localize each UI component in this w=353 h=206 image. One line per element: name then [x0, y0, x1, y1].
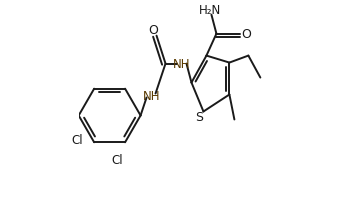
- Text: NH: NH: [173, 58, 190, 71]
- Text: O: O: [149, 24, 158, 37]
- Text: O: O: [241, 28, 251, 41]
- Text: NH: NH: [143, 90, 160, 103]
- Text: H₂N: H₂N: [199, 4, 222, 16]
- Text: S: S: [195, 110, 203, 123]
- Text: Cl: Cl: [111, 153, 123, 166]
- Text: Cl: Cl: [72, 133, 83, 146]
